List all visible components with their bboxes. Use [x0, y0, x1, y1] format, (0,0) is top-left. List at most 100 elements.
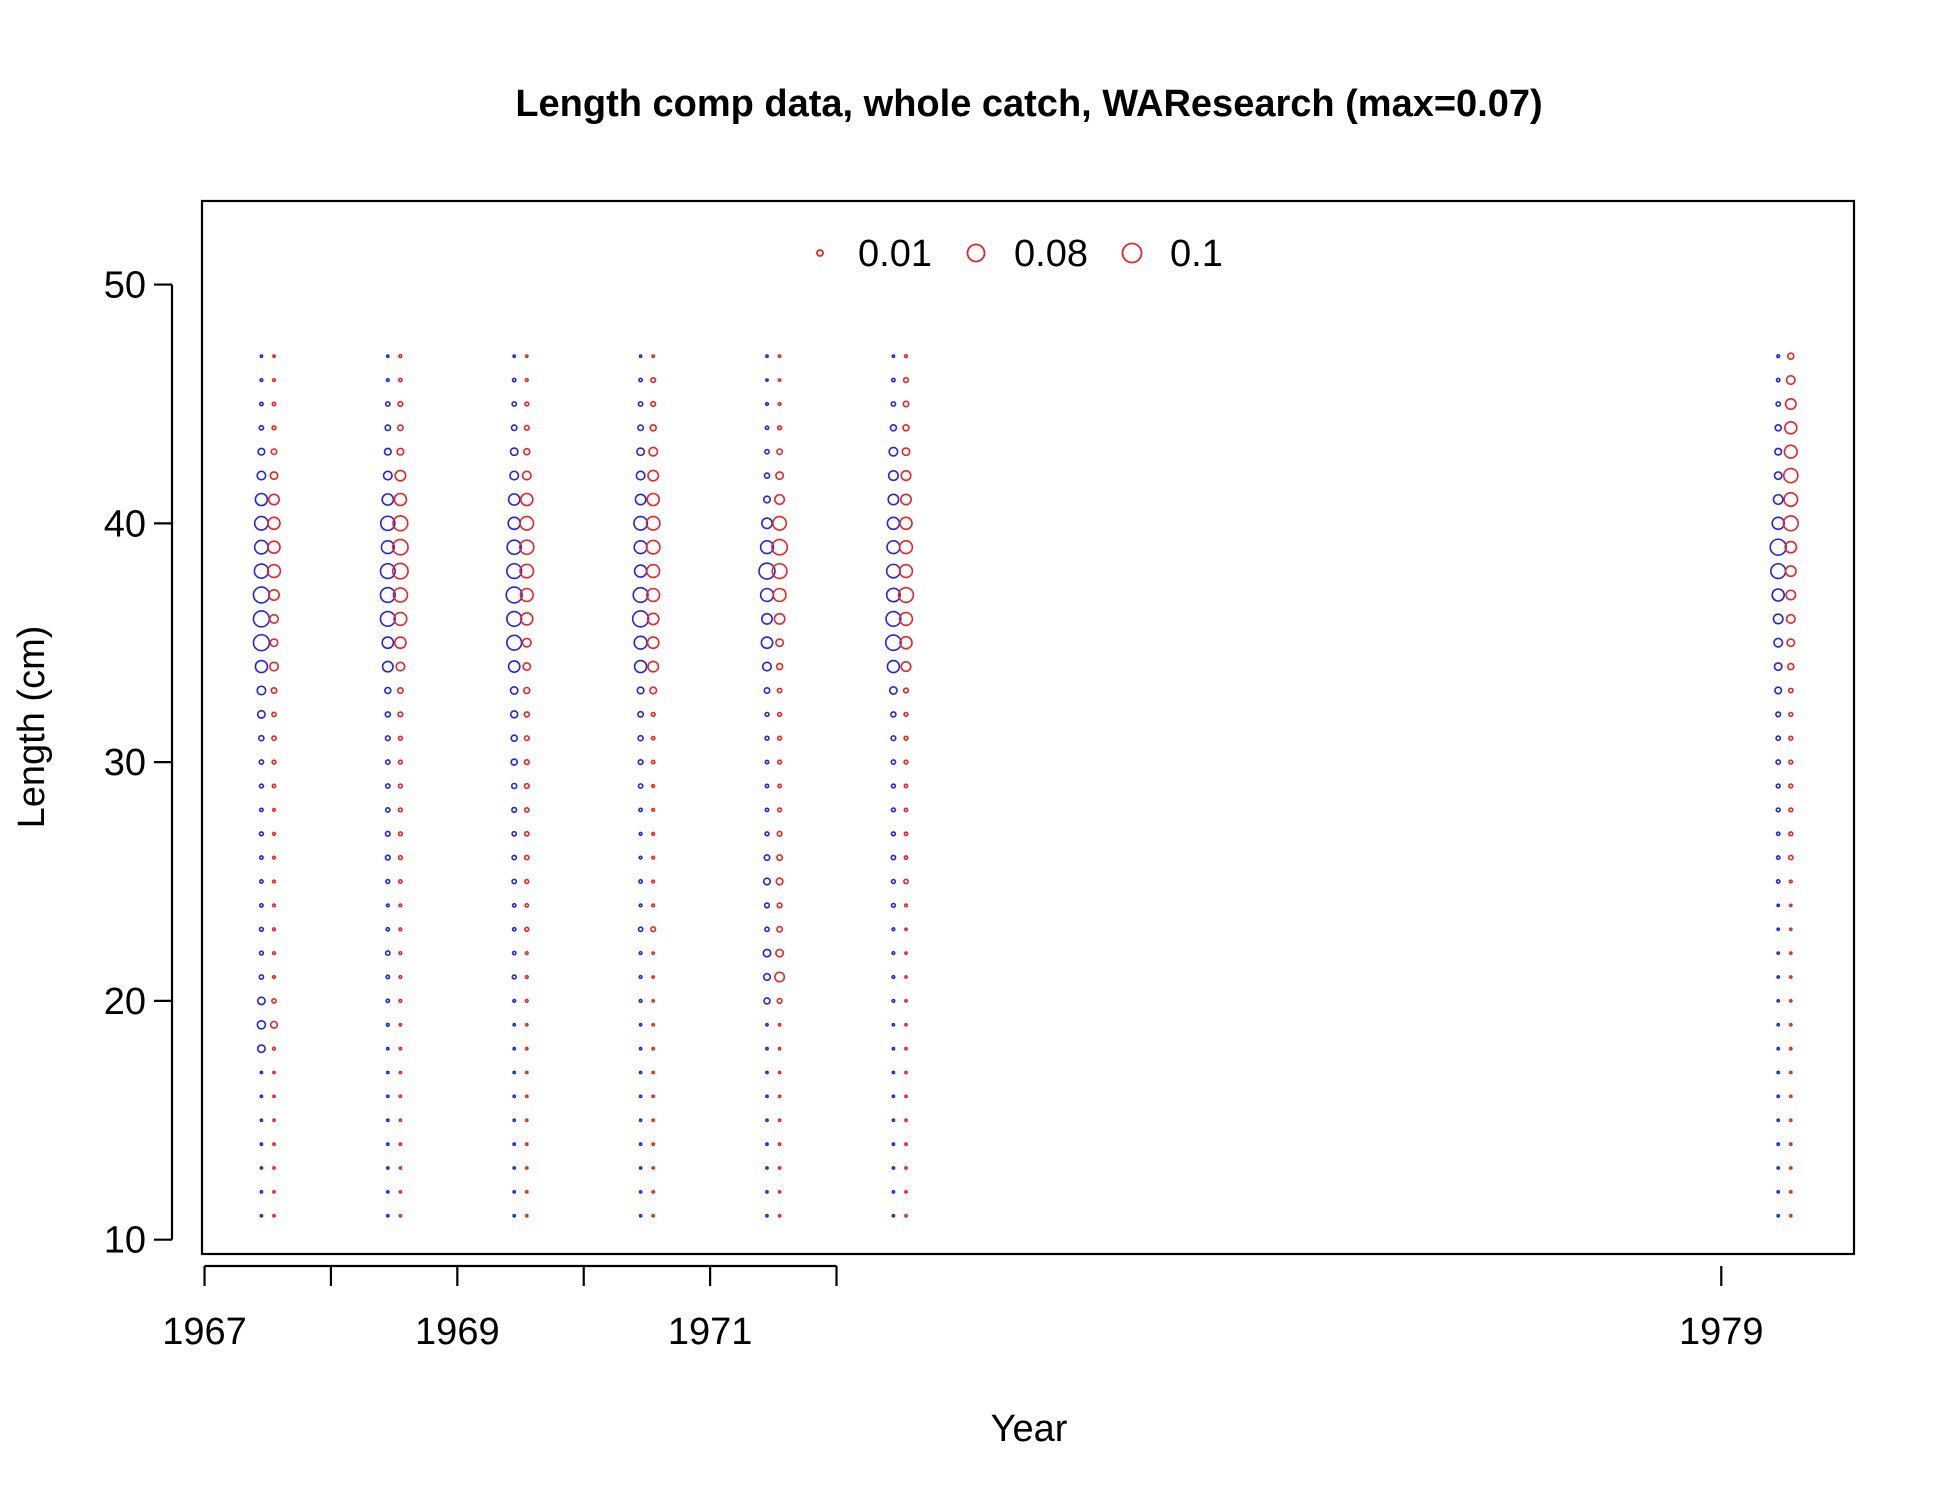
bubble-point — [1770, 562, 1787, 580]
bubble-point — [511, 974, 517, 980]
bubble-point — [776, 830, 783, 837]
bubble-point — [648, 446, 659, 457]
bubble-point — [759, 587, 775, 603]
bubble-point — [776, 425, 783, 431]
bubble-point — [1776, 999, 1781, 1003]
bubble-point — [384, 854, 391, 861]
bubble-point — [1771, 516, 1786, 531]
bubble-point — [519, 492, 534, 507]
bubble-point — [511, 830, 518, 837]
chart-title: Length comp data, whole catch, WAResearc… — [515, 83, 1542, 125]
bubble-point — [638, 1094, 643, 1099]
bubble-point — [384, 830, 391, 837]
bubble-point — [646, 612, 660, 626]
bubble-point — [902, 687, 910, 694]
bubble-point — [511, 377, 517, 383]
bubble-point — [512, 1022, 517, 1027]
bubble-point — [271, 711, 277, 718]
bubble-point — [397, 879, 403, 884]
x-axis-label: Year — [991, 1408, 1068, 1450]
bubble-point — [391, 562, 409, 580]
bubble-point — [1775, 711, 1782, 718]
bubble-point — [1788, 999, 1793, 1003]
bubble-point — [765, 1142, 769, 1147]
bubble-point — [765, 1166, 769, 1170]
bubble-point — [633, 515, 649, 531]
bubble-point — [763, 472, 771, 479]
bubble-point — [1786, 638, 1796, 648]
bubble-point — [891, 1213, 896, 1218]
bubble-point — [650, 711, 656, 718]
bubble-point — [259, 1070, 264, 1075]
bubble-point — [1788, 1213, 1793, 1218]
bubble-point — [638, 377, 644, 383]
bubble-point — [1776, 1118, 1781, 1123]
bubble-point — [903, 354, 909, 359]
bubble-point — [385, 1142, 390, 1147]
bubble-point — [886, 659, 901, 674]
bubble-point — [904, 1046, 908, 1051]
bubble-point — [272, 1213, 276, 1218]
bubble-point — [777, 1118, 782, 1123]
bubble-point — [512, 1118, 517, 1123]
bubble-point — [270, 448, 278, 456]
bubble-point — [523, 830, 530, 837]
bubble-point — [637, 758, 644, 766]
bubble-point — [258, 926, 265, 932]
bubble-point — [1783, 491, 1799, 508]
bubble-point — [259, 1142, 264, 1147]
bubble-point — [1788, 1070, 1793, 1075]
bubble-point — [649, 686, 658, 695]
bubble-point — [891, 1070, 896, 1075]
bubble-point — [381, 493, 395, 506]
bubble-point — [524, 974, 529, 980]
bubble-point — [1784, 565, 1797, 578]
bubble-point — [271, 401, 277, 407]
bubble-point — [271, 950, 277, 956]
legend-label: 0.01 — [858, 233, 932, 275]
bubble-point — [890, 401, 897, 407]
bubble-point — [760, 636, 774, 650]
bubble-point — [1785, 613, 1796, 624]
bubble-point — [524, 1046, 529, 1051]
bubble-point — [256, 1019, 267, 1030]
bubble-point — [398, 1094, 403, 1099]
bubble-point — [509, 470, 520, 481]
bubble-point — [385, 1118, 390, 1123]
bubble-point — [887, 493, 900, 506]
bubble-point — [512, 1070, 517, 1075]
bubble-point — [385, 377, 390, 383]
bubble-point — [775, 471, 785, 481]
bubble-point — [505, 586, 523, 604]
bubble-point — [272, 354, 276, 359]
bubble-point — [776, 902, 783, 909]
bubble-point — [382, 470, 393, 481]
bubble-point — [637, 734, 644, 742]
bubble-point — [776, 997, 783, 1005]
bubble-point — [1776, 1070, 1781, 1075]
bubble-point — [1788, 1094, 1793, 1099]
bubble-point — [523, 854, 530, 861]
bubble-point — [763, 997, 771, 1005]
bubble-point — [1776, 1046, 1781, 1051]
bubble-point — [638, 998, 643, 1004]
bubble-point — [891, 1118, 896, 1123]
bubble-point — [891, 1166, 896, 1170]
bubble-point — [397, 783, 404, 789]
bubble-point — [512, 1142, 517, 1147]
bubble-point — [1788, 1022, 1793, 1027]
bubble-point — [272, 1190, 276, 1194]
bubble-point — [650, 376, 657, 384]
bubble-point — [1775, 401, 1782, 407]
bubble-point — [899, 493, 912, 506]
bubble-point — [765, 1094, 769, 1099]
bubble-point — [271, 879, 277, 884]
bubble-point — [398, 1142, 403, 1147]
bubble-point — [511, 950, 517, 956]
bubble-point — [762, 877, 772, 886]
bubble-point — [524, 1070, 529, 1075]
bubble-point — [1776, 1142, 1781, 1147]
bubble-point — [632, 586, 649, 604]
bubble-point — [396, 424, 404, 432]
bubble-point — [890, 759, 897, 766]
